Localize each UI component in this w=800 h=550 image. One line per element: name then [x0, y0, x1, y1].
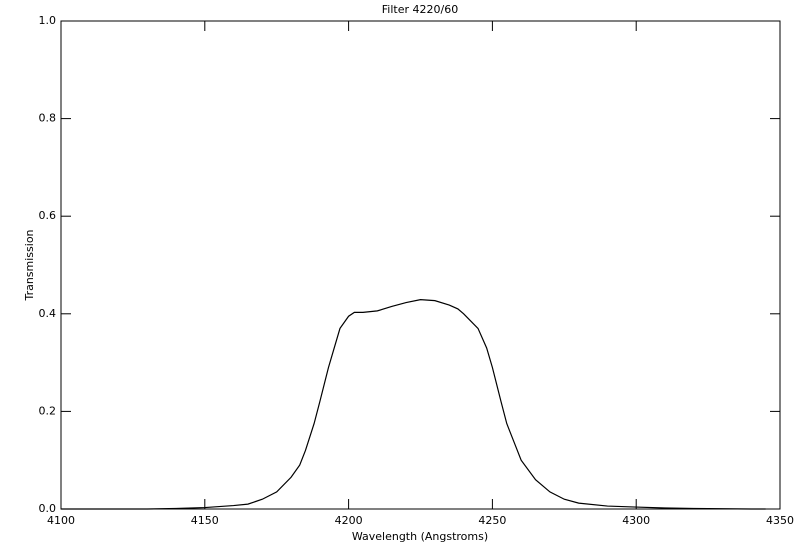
- x-tick-label: 4100: [47, 514, 75, 527]
- x-axis-label: Wavelength (Angstroms): [352, 530, 488, 543]
- x-tick-label: 4350: [766, 514, 794, 527]
- y-tick-label: 0.2: [39, 404, 57, 417]
- y-tick-label: 0.6: [39, 209, 57, 222]
- y-tick-label: 1.0: [39, 14, 57, 27]
- x-tick-label: 4150: [191, 514, 219, 527]
- y-tick-label: 0.4: [39, 307, 57, 320]
- plot-frame: [60, 20, 781, 510]
- chart-title: Filter 4220/60: [382, 3, 458, 16]
- y-tick-label: 0.8: [39, 112, 57, 125]
- y-tick-label: 0.0: [39, 502, 57, 515]
- x-tick-label: 4300: [622, 514, 650, 527]
- y-axis-label: Transmission: [23, 229, 36, 301]
- x-tick-label: 4250: [478, 514, 506, 527]
- line: [61, 299, 766, 510]
- x-tick-label: 4200: [335, 514, 363, 527]
